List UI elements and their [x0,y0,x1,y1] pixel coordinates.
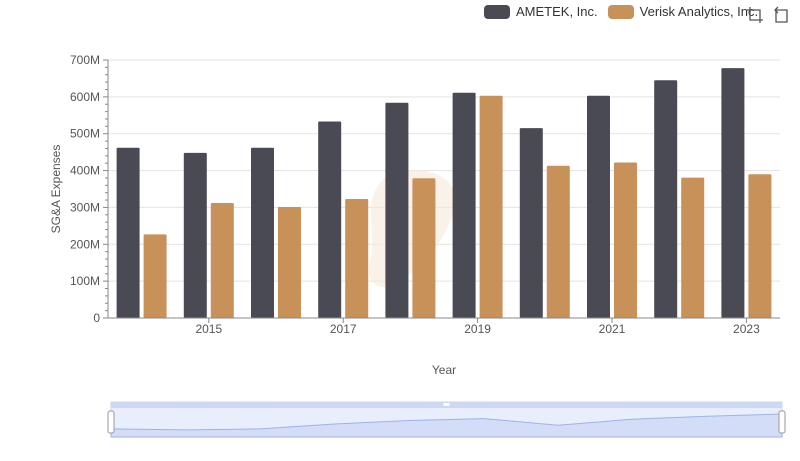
y-tick-label: 100M [70,274,100,288]
legend-item-ametek[interactable]: AMETEK, Inc. [484,4,598,19]
bar-verisk-2020[interactable] [546,165,570,318]
bar-ametek-2016[interactable] [251,147,274,318]
bar-verisk-2017[interactable] [345,198,369,318]
x-tick-label: 2023 [733,322,760,336]
bar-ametek-2023[interactable] [721,68,745,318]
crop-icon[interactable] [746,6,764,24]
x-tick-label: 2019 [464,322,491,336]
legend-item-verisk[interactable]: Verisk Analytics, Inc. [607,4,759,19]
bar-ametek-2015[interactable] [183,152,207,318]
bar-verisk-2019[interactable] [479,95,503,318]
bar-ametek-2022[interactable] [654,80,678,319]
legend-swatch-ametek [484,4,510,19]
reset-icon[interactable] [772,6,790,24]
navigator[interactable] [107,401,786,438]
y-tick-label: 300M [70,200,100,214]
bar-verisk-2022[interactable] [681,177,705,318]
bar-verisk-2014[interactable] [143,234,167,318]
bar-verisk-2021[interactable] [614,162,637,318]
y-tick-label: 700M [70,53,100,67]
y-tick-label: 0 [93,311,100,325]
bar-ametek-2018[interactable] [385,102,409,318]
legend-label-verisk: Verisk Analytics, Inc. [639,4,759,19]
x-tick-label: 2017 [330,322,357,336]
bar-ametek-2017[interactable] [318,121,342,319]
bar-verisk-2023[interactable] [748,174,772,318]
navigator-grip [443,403,450,406]
y-tick-label: 400M [70,164,100,178]
bar-verisk-2018[interactable] [412,178,436,318]
watermark [368,170,456,288]
y-tick-label: 200M [70,237,100,251]
y-tick-label: 600M [70,90,100,104]
bar-ametek-2020[interactable] [519,128,543,318]
x-tick-label: 2015 [195,322,222,336]
y-axis-label: SG&A Expenses [49,145,63,234]
bar-verisk-2015[interactable] [210,203,234,318]
bar-ametek-2014[interactable] [116,147,140,318]
bar-ametek-2019[interactable] [452,92,476,318]
legend-swatch-verisk [607,4,634,19]
grid [108,59,780,282]
bar-verisk-2016[interactable] [278,207,301,318]
x-tick-label: 2021 [599,322,626,336]
legend: AMETEK, Inc. Verisk Analytics, Inc. [484,4,758,19]
legend-label-ametek: AMETEK, Inc. [516,4,598,19]
navigator-handle-right[interactable] [778,410,786,434]
bars [116,68,772,319]
bar-ametek-2021[interactable] [587,95,610,318]
navigator-handle-left[interactable] [107,410,115,434]
toolbar [746,6,790,24]
y-tick-label: 500M [70,127,100,141]
x-axis-label: Year [432,363,456,377]
axes: 0 100M 200M 300M 400M 500M 600M 700M 2015 2017 201… [70,53,780,336]
